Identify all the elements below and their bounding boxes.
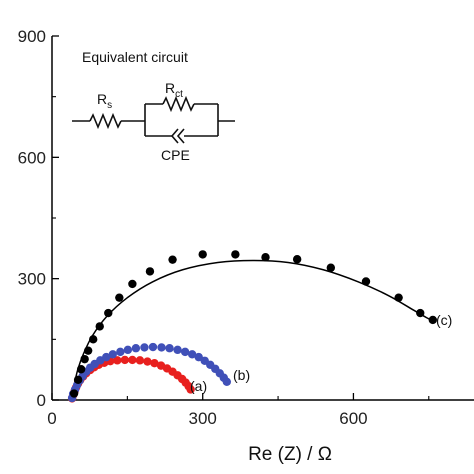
y-tick-label: 0 bbox=[37, 391, 46, 410]
data-point-b bbox=[148, 342, 158, 352]
data-point-a bbox=[143, 357, 152, 366]
data-point-c bbox=[168, 255, 177, 264]
fit-curve-layer bbox=[71, 259, 434, 401]
data-point-a bbox=[120, 355, 130, 365]
data-point-b bbox=[222, 377, 232, 386]
data-point-c bbox=[326, 263, 336, 272]
data-point-c bbox=[394, 293, 403, 302]
series-label-b: (b) bbox=[233, 367, 250, 383]
data-point-b bbox=[108, 350, 117, 359]
rct-resistor bbox=[162, 95, 195, 113]
x-tick-label: 0 bbox=[47, 409, 56, 428]
cpe-element bbox=[170, 128, 185, 144]
inset-title: Equivalent circuit bbox=[82, 49, 188, 65]
data-points-layer bbox=[67, 250, 437, 403]
data-point-c bbox=[73, 375, 83, 384]
data-point-c bbox=[69, 389, 79, 398]
data-point-c bbox=[428, 315, 437, 325]
data-point-c bbox=[115, 293, 124, 302]
cpe-label: CPE bbox=[161, 147, 190, 163]
data-point-b bbox=[165, 344, 174, 353]
circuit-schematic bbox=[72, 95, 235, 144]
x-tick-label: 600 bbox=[339, 409, 367, 428]
data-point-b bbox=[131, 344, 141, 353]
series-c-points bbox=[69, 250, 437, 398]
data-point-c bbox=[95, 322, 104, 331]
data-point-a bbox=[135, 356, 145, 365]
x-axis-title: Re (Z) / Ω bbox=[248, 444, 332, 465]
data-point-c bbox=[89, 335, 98, 344]
fit-curve-line bbox=[71, 259, 434, 401]
data-point-c bbox=[261, 253, 270, 262]
data-point-c bbox=[416, 308, 425, 318]
data-point-c bbox=[145, 267, 155, 276]
data-point-b bbox=[187, 350, 197, 359]
data-point-b bbox=[157, 343, 166, 352]
data-point-c bbox=[104, 308, 113, 318]
data-point-b bbox=[123, 345, 133, 355]
data-point-c bbox=[198, 250, 207, 259]
data-point-c bbox=[292, 255, 302, 264]
data-point-c bbox=[361, 277, 371, 286]
data-point-c bbox=[76, 365, 86, 374]
data-point-b bbox=[173, 345, 182, 355]
data-point-a bbox=[150, 359, 159, 368]
data-point-a bbox=[113, 356, 122, 365]
equivalent-circuit-inset: Equivalent circuit Rs Rct CPE bbox=[72, 49, 235, 163]
data-point-b bbox=[180, 347, 190, 357]
data-point-c bbox=[128, 279, 137, 289]
y-tick-label: 900 bbox=[18, 27, 46, 46]
data-point-c bbox=[231, 250, 240, 259]
data-point-b bbox=[194, 352, 203, 362]
rs-label: Rs bbox=[97, 91, 112, 111]
axes-layer: 0 300 600 900 0 300 600 bbox=[18, 27, 474, 428]
series-label-c: (c) bbox=[436, 312, 452, 328]
data-point-b bbox=[116, 347, 125, 357]
data-point-c bbox=[83, 346, 93, 355]
y-tick-label: 600 bbox=[18, 148, 46, 167]
data-point-c bbox=[80, 354, 89, 364]
y-tick-label: 300 bbox=[18, 270, 46, 289]
rs-resistor bbox=[89, 112, 122, 130]
series-label-a: (a) bbox=[190, 378, 207, 394]
rct-label: Rct bbox=[165, 80, 183, 100]
x-tick-label: 300 bbox=[189, 409, 217, 428]
data-point-b bbox=[102, 352, 111, 362]
data-point-a bbox=[128, 355, 137, 365]
data-point-b bbox=[140, 343, 149, 352]
data-point-a bbox=[186, 385, 195, 394]
series-a-points bbox=[67, 355, 195, 403]
